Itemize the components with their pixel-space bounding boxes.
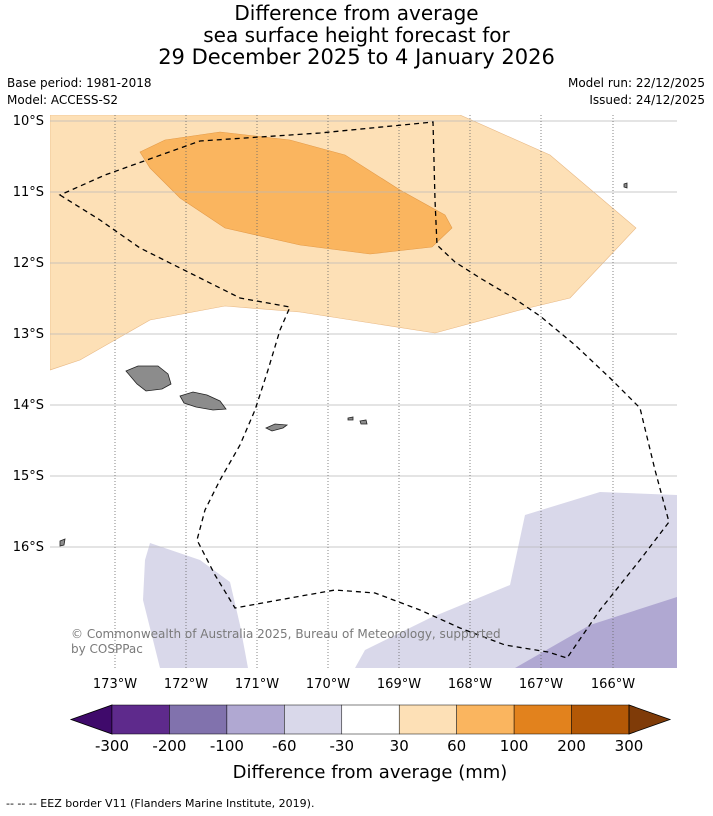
copyright-line-1: © Commonwealth of Australia 2025, Bureau…	[71, 627, 501, 641]
colorbar-tick-label: -60	[272, 737, 297, 755]
anomaly-minus100-minus60-region	[515, 597, 677, 668]
colorbar-tick-label: -200	[152, 737, 186, 755]
colorbar-label: Difference from average (mm)	[232, 762, 508, 783]
lon-label: 173°W	[93, 677, 137, 692]
colorbar-segment	[571, 704, 630, 735]
issued-date: Issued: 24/12/2025	[589, 93, 705, 107]
lat-label: 12°S	[13, 256, 44, 271]
longitude-labels: 173°W 172°W 171°W 170°W 169°W 168°W 167°…	[93, 677, 635, 692]
colorbar-tick-label: 300	[615, 737, 644, 755]
island-tau	[359, 419, 368, 425]
title-line-3: 29 December 2025 to 4 January 2026	[158, 45, 555, 69]
lon-label: 170°W	[306, 677, 350, 692]
anomaly-minus60-minus30-region-west	[143, 543, 248, 668]
lon-label: 168°W	[448, 677, 492, 692]
colorbar-segment	[398, 704, 457, 735]
island-tutuila	[265, 423, 289, 432]
copyright-line-2: by COSPPac	[71, 642, 143, 656]
colorbar-segment	[513, 704, 572, 735]
longitude-gridlines	[114, 115, 614, 668]
lat-label: 16°S	[13, 540, 44, 555]
latitude-gridlines	[50, 120, 677, 548]
lat-label: 14°S	[13, 398, 44, 413]
colorbar-tick-labels: -300 -200 -100 -60 -30 30 60 100 200 300	[95, 737, 643, 755]
lat-label: 11°S	[13, 185, 44, 200]
model-run: Model run: 22/12/2025	[567, 76, 705, 90]
colorbar-tick-label: 60	[447, 737, 466, 755]
title-line-2: sea surface height forecast for	[203, 23, 510, 47]
map-area	[50, 115, 677, 668]
colorbar-segment	[284, 704, 343, 735]
island-tokelau	[623, 182, 628, 189]
islands	[59, 182, 628, 547]
colorbar-extend-min	[69, 704, 113, 735]
anomaly-60-100-region	[139, 131, 453, 255]
island-upolu	[179, 391, 227, 411]
colorbar-segment	[169, 704, 228, 735]
colorbar-tick-label: 100	[500, 737, 529, 755]
colorbar	[69, 704, 672, 735]
lat-label: 10°S	[13, 114, 44, 129]
model-name: Model: ACCESS-S2	[7, 93, 119, 107]
lon-label: 171°W	[235, 677, 279, 692]
lon-label: 169°W	[377, 677, 421, 692]
colorbar-tick-label: 30	[390, 737, 409, 755]
lat-label: 15°S	[13, 469, 44, 484]
island-savaii	[125, 365, 172, 392]
colorbar-segment	[226, 704, 285, 735]
colorbar-tick-label: 200	[557, 737, 586, 755]
colorbar-tick-label: -30	[330, 737, 355, 755]
latitude-labels: 10°S 11°S 12°S 13°S 14°S 15°S 16°S	[13, 114, 44, 555]
colorbar-segment	[111, 704, 170, 735]
colorbar-tick-label: -300	[95, 737, 129, 755]
colorbar-segment	[341, 704, 400, 735]
colorbar-tick-label: -100	[210, 737, 244, 755]
title-line-1: Difference from average	[234, 1, 479, 25]
lon-label: 172°W	[164, 677, 208, 692]
colorbar-segment	[456, 704, 515, 735]
lat-label: 13°S	[13, 327, 44, 342]
colorbar-extend-max	[628, 704, 672, 735]
island-ofu	[347, 416, 354, 421]
eez-legend: -- -- -- EEZ border V11 (Flanders Marine…	[6, 797, 315, 810]
island-small-west	[59, 538, 66, 547]
base-period: Base period: 1981-2018	[7, 76, 152, 90]
lon-label: 166°W	[591, 677, 635, 692]
lon-label: 167°W	[519, 677, 563, 692]
